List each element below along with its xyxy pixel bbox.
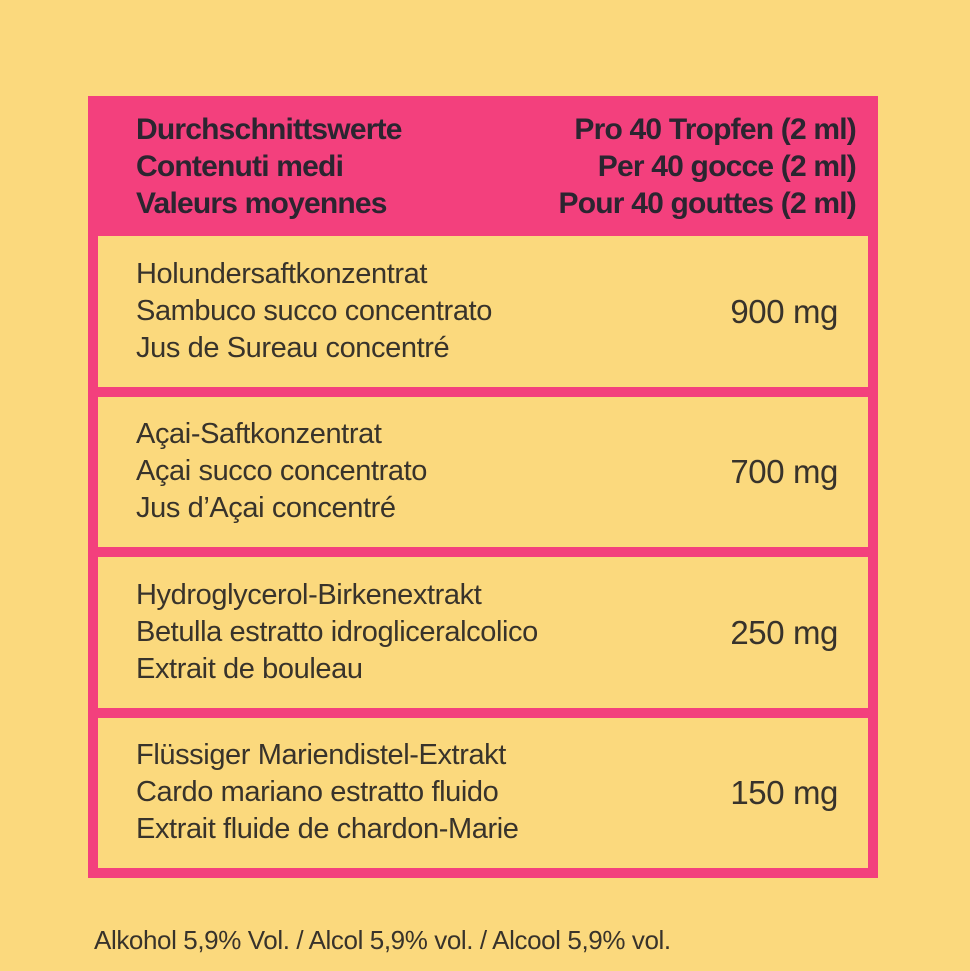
table-row-acai: Açai-Saftkonzentrat Açai succo concentra… — [98, 396, 868, 547]
ingredient-name-it: Sambuco succo concentrato — [136, 294, 492, 327]
ingredient-amount: 700 mg — [730, 453, 838, 491]
header-serving-fr: Pour 40 gouttes (2 ml) — [558, 186, 857, 220]
ingredient-amount: 150 mg — [730, 774, 838, 812]
table-header: Durchschnittswerte Contenuti medi Valeur… — [98, 96, 868, 236]
ingredient-names: Açai-Saftkonzentrat Açai succo concentra… — [136, 416, 427, 527]
ingredient-names: Flüssiger Mariendistel-Extrakt Cardo mar… — [136, 737, 519, 848]
ingredient-names: Hydroglycerol-Birkenextrakt Betulla estr… — [136, 577, 538, 688]
ingredient-name-fr: Extrait fluide de chardon-Marie — [136, 813, 519, 846]
ingredient-name-fr: Jus d’Açai concentré — [136, 492, 396, 525]
header-titles: Durchschnittswerte Contenuti medi Valeur… — [136, 111, 402, 222]
nutrition-table: Durchschnittswerte Contenuti medi Valeur… — [88, 96, 878, 878]
ingredient-amount: 250 mg — [730, 613, 838, 651]
header-title-fr: Valeurs moyennes — [136, 186, 387, 220]
header-serving-de: Pro 40 Tropfen (2 ml) — [574, 112, 856, 146]
ingredient-name-fr: Jus de Sureau concentré — [136, 331, 450, 364]
ingredient-name-fr: Extrait de bouleau — [136, 652, 363, 685]
table-row-milk-thistle: Flüssiger Mariendistel-Extrakt Cardo mar… — [98, 717, 868, 868]
header-serving-it: Per 40 gocce (2 ml) — [597, 149, 857, 183]
ingredient-name-de: Holundersaftkonzentrat — [136, 257, 428, 290]
alcohol-content-note: Alkohol 5,9% Vol. / Alcol 5,9% vol. / Al… — [94, 925, 671, 955]
ingredient-name-it: Açai succo concentrato — [136, 455, 428, 488]
ingredient-names: Holundersaftkonzentrat Sambuco succo con… — [136, 256, 492, 367]
ingredient-name-de: Flüssiger Mariendistel-Extrakt — [136, 739, 506, 772]
header-title-it: Contenuti medi — [136, 149, 344, 183]
table-row-elderberry: Holundersaftkonzentrat Sambuco succo con… — [98, 236, 868, 387]
ingredient-name-it: Betulla estratto idrogliceralcolico — [136, 615, 538, 648]
header-serving-info: Pro 40 Tropfen (2 ml) Per 40 gocce (2 ml… — [558, 111, 857, 222]
ingredient-name-de: Açai-Saftkonzentrat — [136, 418, 382, 451]
ingredient-name-de: Hydroglycerol-Birkenextrakt — [136, 578, 482, 611]
ingredient-name-it: Cardo mariano estratto fluido — [136, 776, 499, 809]
table-row-birch: Hydroglycerol-Birkenextrakt Betulla estr… — [98, 557, 868, 708]
header-title-de: Durchschnittswerte — [136, 112, 402, 146]
ingredient-amount: 900 mg — [730, 292, 838, 330]
